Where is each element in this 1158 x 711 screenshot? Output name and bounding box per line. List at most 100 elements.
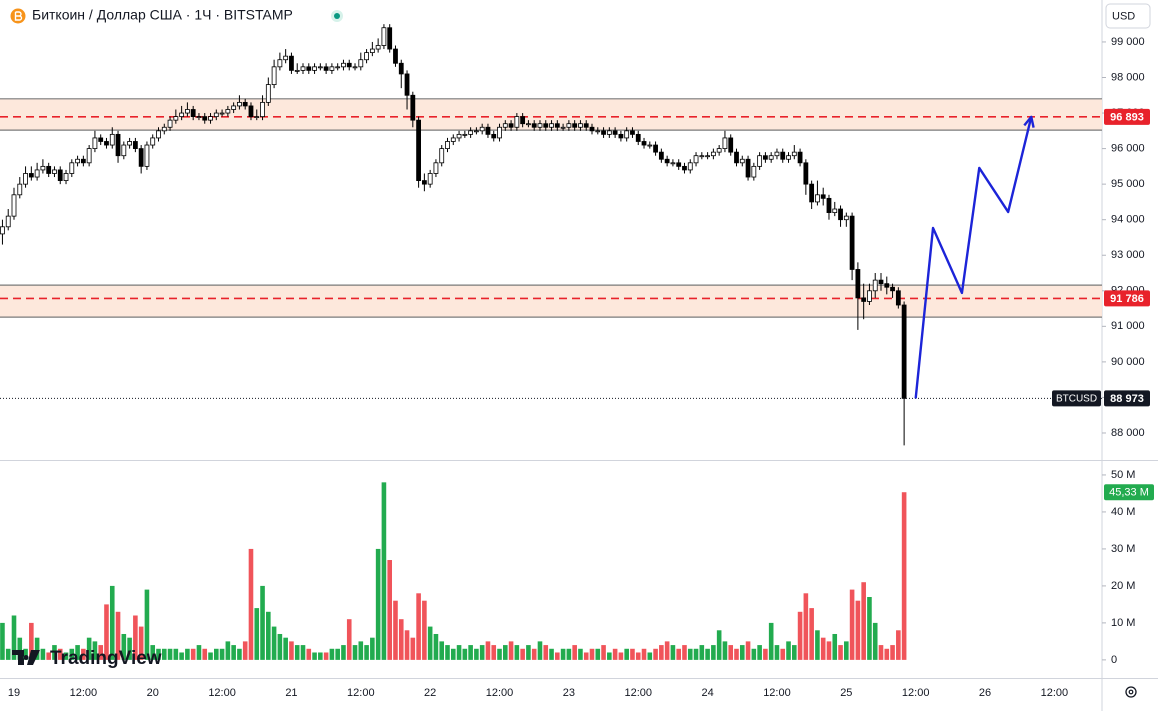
candle-body [855,269,861,299]
volume-bar [387,560,392,660]
volume-bar [624,648,629,660]
volume-bar [537,641,543,660]
candle-body [40,165,46,171]
candle-body [5,215,11,228]
candle-body [173,116,179,121]
candle-body [786,155,791,160]
candle-body [768,155,774,160]
candle-body [462,133,468,136]
y-tick-label: 88 000 [1111,427,1145,439]
candle-body [803,162,809,185]
x-tick-label: 12:00 [624,687,652,699]
volume-bar [497,648,502,660]
candle-body [901,304,907,399]
volume-bar [572,645,577,660]
volume-bar [393,600,398,660]
volume-bar [560,648,566,660]
x-tick-label: 12:00 [347,687,375,699]
volume-bar [595,648,601,660]
candle-body [531,123,537,128]
volume-bar [832,633,838,660]
volume-bar [797,611,803,660]
volume-bar [219,648,225,660]
volume-bar [503,645,508,660]
volume-bar [173,648,179,660]
candle-body [861,297,867,302]
y-tick-label: 95 000 [1111,178,1145,190]
candle-body [416,119,422,181]
y-tick-label: 94 000 [1111,214,1145,226]
volume-bar [647,652,653,660]
candle-body [23,173,28,185]
volume-bar [63,652,69,660]
candle-body [560,126,566,129]
candle-body [572,123,578,128]
volume-bar [121,633,127,660]
volume-bar [208,652,213,660]
candle-body [543,123,549,128]
volume-bar [739,645,745,660]
logo-mark [12,650,40,665]
candle-body [630,130,635,135]
volume-bar [474,648,479,660]
candle-body [219,112,225,115]
volume-bar [86,637,92,660]
candle-body [289,55,294,71]
candle-body [156,130,161,139]
currency-button[interactable] [1105,3,1151,29]
candle-body [820,194,826,199]
candle-body [421,180,427,185]
volume-bar [92,641,98,660]
candle-body [589,126,595,132]
volume-bar [416,593,421,660]
y-tick-label: 98 000 [1111,71,1145,83]
candle-body [196,116,202,118]
volume-bar [491,645,497,660]
volume-bar [185,648,190,660]
candle-body [491,133,497,139]
candle-body [352,66,358,69]
candle-body [265,84,271,103]
volume-bar [138,626,144,660]
volume-bar [254,608,260,660]
candle-body [138,148,144,167]
candle-body [826,197,832,213]
volume-bar [266,611,271,660]
candle-body [716,148,722,153]
volume-bar [144,589,150,660]
candle-body [635,133,641,142]
candle-body [387,27,393,50]
candle-body [670,162,676,165]
volume-bar [514,645,520,660]
x-tick-label: 12:00 [486,687,514,699]
volume-bar [849,589,855,660]
candle-body [809,183,815,203]
candle-body [144,144,150,167]
candle-body [398,62,404,75]
settings-icon[interactable] [1125,686,1137,698]
volume-bar [826,641,832,660]
candle-body [497,126,502,139]
candle-body [832,208,838,213]
volume-bar [381,482,387,660]
x-tick-label: 12:00 [763,687,791,699]
candle-body [745,158,751,178]
candle-body [433,162,439,174]
volume-bar [300,645,306,660]
candle-body [52,169,57,174]
y-tick-label: 93 000 [1111,249,1145,261]
candle-body [179,112,185,117]
volume-bar [398,619,404,660]
candle-body [815,194,820,203]
level-label: 96 893 [1110,111,1144,123]
candle-body [115,133,121,157]
volume-bar [364,645,369,660]
volume-bar [196,645,202,660]
volume-bar [745,641,751,660]
level-label: 91 786 [1110,293,1144,305]
candle-body [849,215,855,270]
volume-bar [346,619,352,660]
volume-bar [722,641,728,660]
volume-bar [543,645,549,660]
